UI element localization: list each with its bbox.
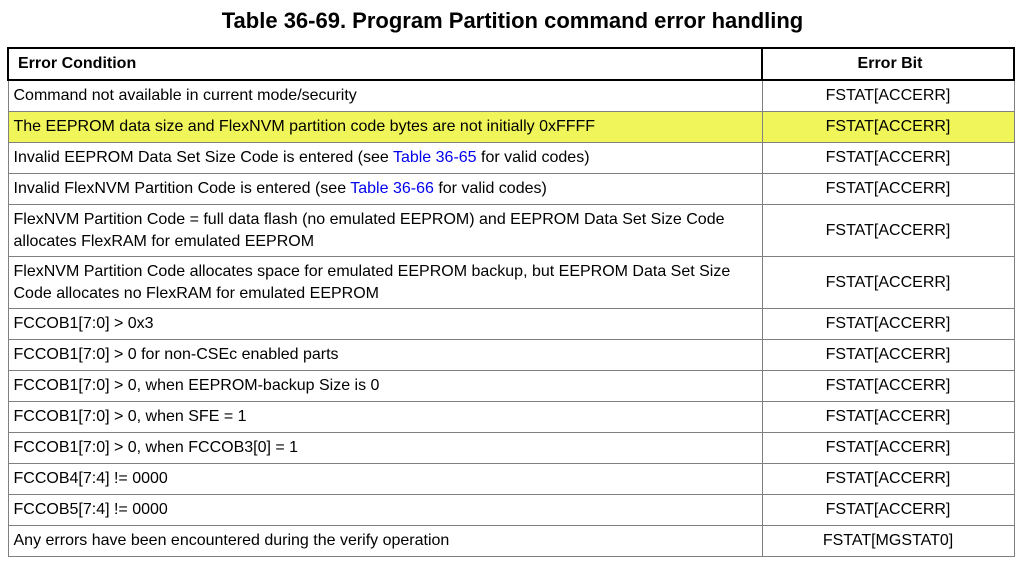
table-row: FlexNVM Partition Code = full data flash… (7, 204, 1015, 257)
condition-cell: FlexNVM Partition Code = full data flash… (7, 204, 763, 257)
table-row: FCCOB5[7:4] != 0000 FSTAT[ACCERR] (7, 494, 1015, 526)
error-handling-table: Error Condition Error Bit Command not av… (7, 47, 1015, 557)
condition-cell: FlexNVM Partition Code allocates space f… (7, 256, 763, 309)
table-row: Invalid FlexNVM Partition Code is entere… (7, 173, 1015, 205)
table-row: FlexNVM Partition Code allocates space f… (7, 256, 1015, 309)
error-bit-cell: FSTAT[ACCERR] (761, 339, 1015, 371)
condition-cell: FCCOB1[7:0] > 0, when EEPROM-backup Size… (7, 370, 763, 402)
condition-cell: Invalid FlexNVM Partition Code is entere… (7, 173, 763, 205)
error-bit-cell: FSTAT[ACCERR] (761, 401, 1015, 433)
table-row: FCCOB1[7:0] > 0, when FCCOB3[0] = 1 FSTAT… (7, 432, 1015, 464)
table-row: FCCOB1[7:0] > 0, when SFE = 1 FSTAT[ACCER… (7, 401, 1015, 433)
condition-cell: The EEPROM data size and FlexNVM partiti… (7, 111, 763, 143)
header-row: Error Condition Error Bit (7, 47, 1015, 81)
error-bit-cell: FSTAT[ACCERR] (761, 432, 1015, 464)
condition-cell: Invalid EEPROM Data Set Size Code is ent… (7, 142, 763, 174)
table-row: Command not available in current mode/se… (7, 79, 1015, 112)
error-bit-cell: FSTAT[ACCERR] (761, 256, 1015, 309)
condition-cell: FCCOB1[7:0] > 0, when SFE = 1 (7, 401, 763, 433)
error-bit-cell: FSTAT[ACCERR] (761, 142, 1015, 174)
table-link[interactable]: Table 36-66 (350, 180, 434, 197)
condition-cell: FCCOB4[7:4] != 0000 (7, 463, 763, 495)
condition-text: for valid codes) (476, 149, 590, 166)
error-bit-cell: FSTAT[ACCERR] (761, 111, 1015, 143)
table-row: FCCOB1[7:0] > 0, when EEPROM-backup Size… (7, 370, 1015, 402)
header-error-bit: Error Bit (761, 47, 1015, 81)
condition-cell: FCCOB1[7:0] > 0x3 (7, 308, 763, 340)
table-title: Table 36-69. Program Partition command e… (221, 8, 804, 33)
error-bit-cell: FSTAT[ACCERR] (761, 463, 1015, 495)
error-bit-cell: FSTAT[ACCERR] (761, 204, 1015, 257)
table-link[interactable]: Table 36-65 (392, 149, 477, 166)
table-row: FCCOB1[7:0] > 0 for non-CSEc enabled par… (7, 339, 1015, 371)
condition-text: for valid codes) (433, 180, 547, 197)
condition-cell: FCCOB1[7:0] > 0 for non-CSEc enabled par… (7, 339, 763, 371)
table-row: Invalid EEPROM Data Set Size Code is ent… (7, 142, 1015, 174)
error-bit-cell: FSTAT[ACCERR] (761, 173, 1015, 205)
table-row: Any errors have been encountered during … (7, 525, 1015, 557)
condition-cell: FCCOB5[7:4] != 0000 (7, 494, 763, 526)
condition-cell: FCCOB1[7:0] > 0, when FCCOB3[0] = 1 (7, 432, 763, 464)
header-error-condition: Error Condition (7, 47, 763, 81)
table-row: FCCOB4[7:4] != 0000 FSTAT[ACCERR] (7, 463, 1015, 495)
table-row-highlighted: The EEPROM data size and FlexNVM partiti… (7, 111, 1015, 143)
table-row: FCCOB1[7:0] > 0x3 FSTAT[ACCERR] (7, 308, 1015, 340)
condition-cell: Command not available in current mode/se… (7, 79, 763, 112)
condition-text: Invalid FlexNVM Partition Code is entere… (13, 180, 351, 197)
error-bit-cell: FSTAT[MGSTAT0] (761, 525, 1015, 557)
error-bit-cell: FSTAT[ACCERR] (761, 494, 1015, 526)
error-bit-cell: FSTAT[ACCERR] (761, 370, 1015, 402)
error-bit-cell: FSTAT[ACCERR] (761, 308, 1015, 340)
error-bit-cell: FSTAT[ACCERR] (761, 79, 1015, 112)
condition-cell: Any errors have been encountered during … (7, 525, 763, 557)
condition-text: Invalid EEPROM Data Set Size Code is ent… (13, 149, 393, 166)
